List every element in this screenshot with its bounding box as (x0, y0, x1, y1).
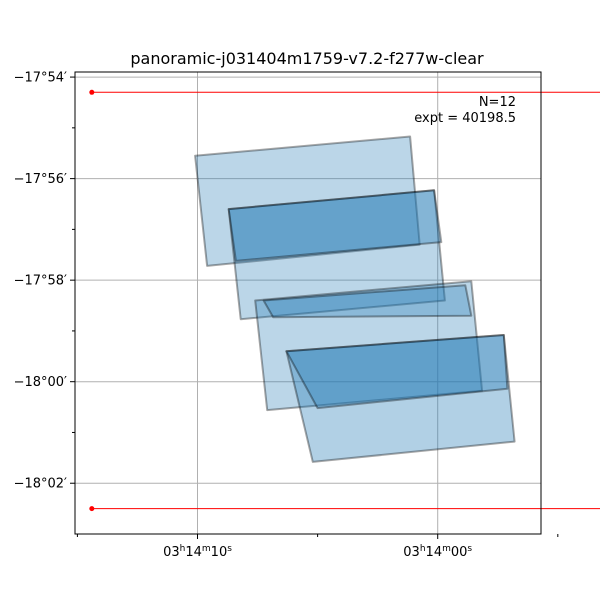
axes: −17°54′ −17°56′ −17°58′ −18°00′ −18°02′ 03h14… (14, 71, 559, 560)
y-tick-label: −17°58′ (14, 274, 67, 289)
boundary-vertex (89, 89, 95, 95)
boundary-polygon (89, 89, 600, 512)
boundary-vertex (89, 506, 95, 512)
y-tick-label: −17°56′ (14, 172, 67, 187)
exposure-tile (227, 189, 443, 262)
x-tick-label: 03h14m00s (403, 544, 472, 560)
y-tick-label: −18°00′ (14, 375, 67, 390)
x-tick-label: 03h14m10s (163, 544, 232, 560)
exposure-tile (285, 334, 516, 463)
y-tick-label: −18°02′ (14, 477, 67, 492)
grid-lines (75, 72, 541, 534)
exposure-tiles (194, 135, 516, 463)
exposure-tile (262, 284, 473, 319)
exposure-tile (285, 334, 509, 410)
count-annotation: N=12 (479, 95, 516, 110)
exposure-tile (227, 189, 446, 321)
y-tick-label: −17°54′ (14, 71, 67, 86)
plot-area (75, 72, 541, 534)
exposure-tile (194, 135, 421, 267)
exposure-tile (254, 280, 484, 412)
plot-frame (74, 71, 542, 535)
exposure-time-annotation: expt = 40198.5 (414, 111, 516, 126)
boundary-line (91, 91, 600, 510)
chart-title: panoramic-j031404m1759-v7.2-f277w-clear (130, 49, 484, 68)
